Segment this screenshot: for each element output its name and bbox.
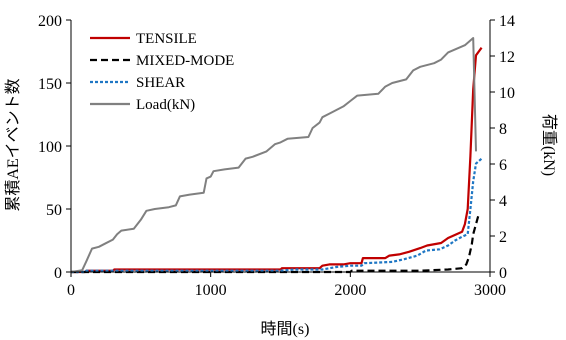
y-axis-title: 累積AEイベント数 [4, 78, 22, 211]
y2-tick-label: 2 [499, 229, 507, 246]
legend-label-mixed-mode: MIXED-MODE [136, 53, 234, 69]
axes-group [66, 19, 495, 277]
series-line-tensile [71, 47, 483, 274]
series-line-shear [71, 157, 483, 274]
y2-tick-label: 4 [499, 193, 507, 210]
y2-tick-label: 6 [499, 157, 507, 174]
y2-tick-label: 8 [499, 121, 507, 138]
series-line-load-kn [70, 37, 477, 273]
y2-tick-label: 10 [499, 85, 515, 102]
x-tick-label: 0 [67, 282, 75, 299]
x-tick-label: 3000 [474, 282, 506, 299]
series-line-mixed-mode [71, 213, 480, 274]
legend-label-tensile: TENSILE [136, 31, 197, 47]
legend-label-shear: SHEAR [136, 75, 185, 91]
y-tick-label: 100 [38, 139, 62, 156]
y-tick-label: 150 [38, 76, 62, 93]
y2-tick-label: 14 [499, 13, 515, 30]
y-tick-label: 0 [54, 265, 62, 282]
y2-tick-label: 12 [499, 49, 515, 66]
x-tick-label: 1000 [195, 282, 227, 299]
y2-tick-label: 0 [499, 265, 507, 282]
y-tick-label: 200 [38, 13, 62, 30]
x-axis-title: 時間(s) [261, 320, 310, 338]
plot-series-group [70, 37, 483, 274]
legend-label-load-kn: Load(kN) [136, 97, 195, 113]
y2-axis-title: 荷重(kN) [540, 114, 558, 176]
y-tick-label: 50 [46, 202, 62, 219]
legend: TENSILE MIXED-MODE SHEAR Load(kN) [90, 31, 234, 113]
x-tick-label: 2000 [334, 282, 366, 299]
